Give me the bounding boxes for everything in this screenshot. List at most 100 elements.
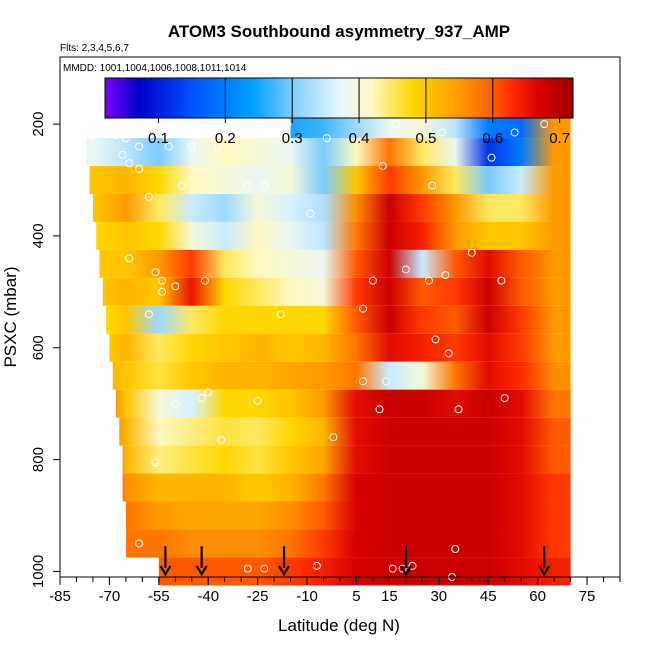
sample-marker <box>322 134 331 143</box>
sample-marker <box>260 181 269 190</box>
sample-marker <box>428 181 437 190</box>
sample-marker <box>151 458 160 467</box>
heatmap-layer <box>122 473 571 502</box>
sample-marker <box>125 254 134 263</box>
sample-marker <box>497 276 506 285</box>
sample-marker <box>359 377 368 386</box>
x-tick-label: 60 <box>529 588 546 605</box>
sample-marker <box>164 142 173 151</box>
sample-marker <box>573 382 582 391</box>
heatmap-layer <box>99 249 571 278</box>
x-tick-label: 15 <box>381 588 398 605</box>
x-tick-label: 30 <box>430 588 447 605</box>
x-tick-label: -25 <box>247 588 269 605</box>
sample-marker <box>444 349 453 358</box>
sample-marker <box>88 131 97 140</box>
x-tick-label: -55 <box>148 588 170 605</box>
sample-marker <box>467 248 476 257</box>
sample-marker <box>392 120 400 129</box>
sample-marker <box>144 192 153 201</box>
sample-marker <box>388 564 397 573</box>
marker-layer <box>88 120 582 581</box>
sample-marker <box>135 142 144 151</box>
sample-marker <box>214 142 223 151</box>
sample-marker <box>253 396 262 405</box>
sample-marker <box>382 377 391 386</box>
x-tick-label: -70 <box>99 588 121 605</box>
sample-marker <box>217 436 226 445</box>
heatmap-layer <box>158 557 571 586</box>
sample-marker <box>158 287 167 296</box>
y-tick-label: 200 <box>30 112 47 137</box>
colorbar: 0.1 0.2 0.3 0.4 0.5 0.6 0.7 <box>104 77 574 147</box>
sample-marker <box>368 276 377 285</box>
sample-marker <box>431 335 440 344</box>
sample-marker <box>306 209 315 218</box>
latitude-arrowhead <box>538 565 551 577</box>
heatmap-layers <box>86 110 571 586</box>
sample-marker <box>204 388 213 397</box>
sample-marker <box>438 128 447 137</box>
sample-marker <box>135 539 144 548</box>
sample-marker <box>102 542 111 551</box>
heatmap-layer <box>89 166 571 194</box>
heatmap-layer <box>112 361 571 390</box>
x-tick-label: -40 <box>197 588 219 605</box>
heatmap-layer <box>109 333 571 362</box>
sample-marker <box>187 142 196 151</box>
colorbar-tick-label: 0.1 <box>148 130 169 147</box>
y-tick-label: 1000 <box>30 555 47 588</box>
y-tick-label: 800 <box>30 447 47 472</box>
sample-marker <box>500 394 509 403</box>
heatmap-layer <box>119 417 571 446</box>
sample-marker <box>243 181 252 190</box>
latitude-arrowhead <box>399 565 412 577</box>
heatmap-layer <box>122 445 571 474</box>
sample-marker <box>158 276 167 285</box>
sample-marker <box>276 310 285 319</box>
sample-marker <box>260 564 269 573</box>
colorbar-tick-label: 0.5 <box>415 130 436 147</box>
sample-marker <box>424 276 433 285</box>
mmdd-label: MMDD: 1001,1004,1006,1008,1011,1014 <box>63 63 247 74</box>
colorbar-tick-label: 0.3 <box>282 130 303 147</box>
sample-marker <box>243 564 252 573</box>
heatmap-layer <box>125 529 571 558</box>
sample-marker <box>408 561 417 570</box>
heatmap-layer <box>125 501 571 530</box>
x-axis: -85 -70 -55 -40 -25 -10 5 15 30 45 60 75 <box>49 577 621 605</box>
sample-marker <box>112 131 120 140</box>
sample-marker <box>454 405 463 414</box>
sample-marker <box>151 268 160 277</box>
sample-marker <box>359 304 368 313</box>
heatmap-layer <box>86 138 571 167</box>
sample-marker <box>375 405 384 414</box>
sample-marker <box>510 128 519 137</box>
colorbar-tick-label: 0.6 <box>482 130 503 147</box>
colorbar-bar <box>104 77 574 119</box>
y-tick-label: 600 <box>30 335 47 360</box>
sample-marker <box>200 276 209 285</box>
heatmap-layer <box>92 193 571 222</box>
flights-label: Flts: 2,3,4,5,6,7 <box>60 43 129 54</box>
latitude-arrowhead <box>159 565 172 577</box>
sample-marker <box>118 150 127 159</box>
sample-marker <box>121 134 130 143</box>
arrow-layer <box>159 546 551 577</box>
sample-marker <box>441 271 450 280</box>
chart-title: ATOM3 Southbound asymmetry_937_AMP <box>168 22 510 41</box>
sample-marker <box>540 120 549 129</box>
sample-marker <box>487 153 496 162</box>
heatmap-layer <box>102 277 571 306</box>
y-axis: 200 400 600 800 1000 <box>30 112 60 588</box>
colorbar-tick-label: 0.2 <box>215 130 236 147</box>
sample-marker <box>144 310 153 319</box>
sample-marker <box>283 120 292 129</box>
sample-marker <box>378 162 387 171</box>
heatmap-layer <box>106 305 571 334</box>
sample-marker <box>451 545 460 554</box>
latitude-arrowhead <box>195 565 208 577</box>
x-tick-label: -10 <box>296 588 318 605</box>
heatmap-layer <box>116 389 571 418</box>
